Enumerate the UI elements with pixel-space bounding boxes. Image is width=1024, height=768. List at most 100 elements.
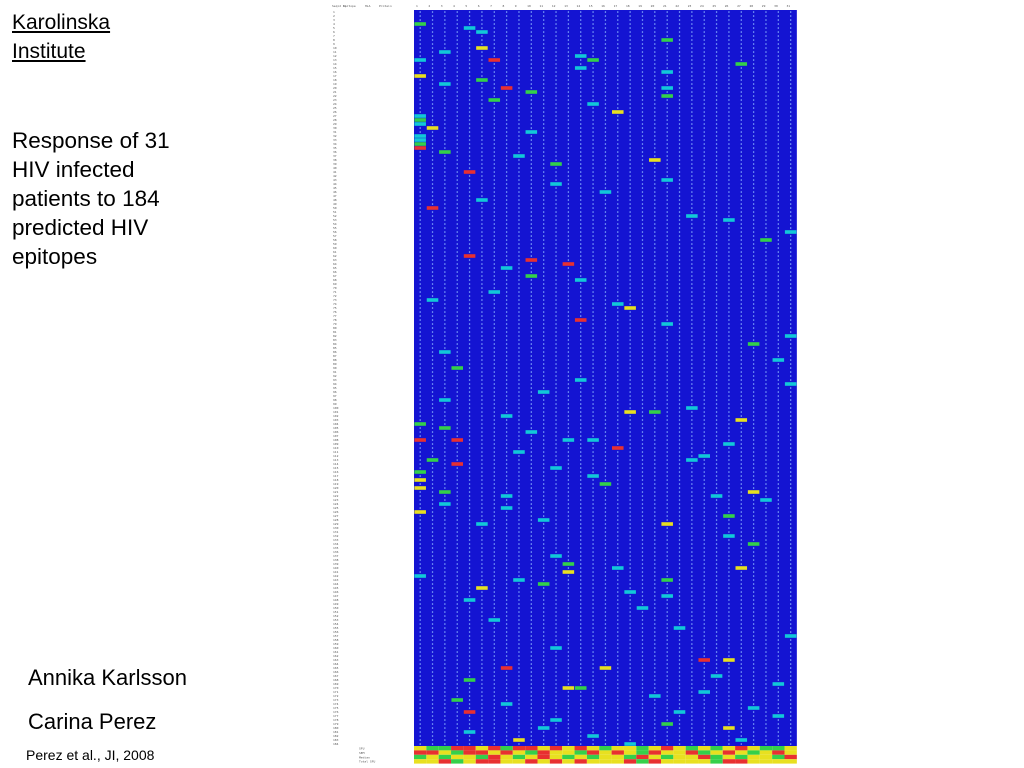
- negative-cell-dot: [641, 227, 644, 229]
- negative-cell-dot: [530, 59, 533, 61]
- negative-cell-dot: [481, 151, 483, 153]
- negative-cell-dot: [592, 711, 594, 713]
- negative-cell-dot: [530, 255, 533, 257]
- negative-cell-dot: [629, 63, 631, 65]
- negative-cell-dot: [654, 583, 656, 585]
- negative-cell-dot: [617, 15, 619, 17]
- negative-cell-dot: [493, 363, 496, 365]
- negative-cell-dot: [691, 183, 693, 185]
- negative-cell-dot: [728, 207, 730, 209]
- negative-cell-dot: [579, 475, 582, 477]
- negative-cell-dot: [530, 667, 533, 669]
- negative-cell-dot: [542, 675, 545, 677]
- negative-cell-dot: [691, 259, 693, 261]
- epitope-row-label: 30: [333, 126, 337, 130]
- negative-cell-dot: [530, 527, 533, 529]
- negative-cell-dot: [592, 567, 594, 569]
- negative-cell-dot: [629, 87, 631, 89]
- negative-cell-dot: [579, 399, 582, 401]
- negative-cell-dot: [666, 379, 668, 381]
- negative-cell-dot: [468, 691, 471, 693]
- negative-cell-dot: [468, 583, 471, 585]
- negative-cell-dot: [505, 455, 508, 457]
- negative-cell-dot: [431, 215, 434, 217]
- epitope-row-label: 53: [333, 218, 337, 222]
- epitope-row-label: 143: [333, 578, 339, 582]
- negative-cell-dot: [703, 679, 705, 681]
- negative-cell-dot: [641, 643, 644, 645]
- negative-cell-dot: [579, 231, 582, 233]
- negative-cell-dot: [493, 579, 496, 581]
- negative-cell-dot: [555, 399, 557, 401]
- negative-cell-dot: [468, 391, 471, 393]
- negative-cell-dot: [678, 675, 681, 677]
- negative-cell-dot: [567, 279, 570, 281]
- patient-label: 20: [651, 4, 655, 8]
- negative-cell-dot: [419, 27, 421, 29]
- negative-cell-dot: [691, 687, 693, 689]
- negative-cell-dot: [481, 263, 483, 265]
- negative-cell-dot: [444, 655, 446, 657]
- negative-cell-dot: [518, 119, 520, 121]
- negative-cell-dot: [419, 659, 421, 661]
- negative-cell-dot: [641, 347, 644, 349]
- negative-cell-dot: [518, 39, 520, 41]
- negative-cell-dot: [641, 615, 644, 617]
- negative-cell-dot: [629, 331, 631, 333]
- negative-cell-dot: [579, 623, 582, 625]
- institution-link[interactable]: Karolinska Institute: [12, 8, 110, 66]
- negative-cell-dot: [481, 443, 483, 445]
- negative-cell-dot: [579, 419, 582, 421]
- negative-cell-dot: [592, 371, 594, 373]
- negative-cell-dot: [691, 295, 693, 297]
- negative-cell-dot: [666, 531, 668, 533]
- negative-cell-dot: [691, 571, 693, 573]
- negative-cell-dot: [518, 191, 520, 193]
- negative-cell-dot: [604, 215, 607, 217]
- negative-cell-dot: [592, 195, 594, 197]
- negative-cell-dot: [666, 279, 668, 281]
- negative-cell-dot: [505, 603, 508, 605]
- negative-cell-dot: [481, 423, 483, 425]
- negative-cell-dot: [542, 563, 545, 565]
- negative-cell-dot: [691, 447, 693, 449]
- negative-cell-dot: [641, 671, 644, 673]
- negative-cell-dot: [629, 247, 631, 249]
- negative-cell-dot: [678, 339, 681, 341]
- negative-cell-dot: [567, 395, 570, 397]
- negative-cell-dot: [579, 387, 582, 389]
- negative-cell-dot: [493, 63, 496, 65]
- negative-cell-dot: [691, 575, 693, 577]
- negative-cell-dot: [728, 451, 730, 453]
- negative-cell-dot: [456, 19, 458, 21]
- negative-cell-dot: [456, 175, 458, 177]
- negative-cell-dot: [579, 455, 582, 457]
- negative-cell-dot: [530, 11, 533, 13]
- negative-cell-dot: [555, 67, 557, 69]
- negative-cell-dot: [654, 531, 656, 533]
- negative-cell-dot: [481, 339, 483, 341]
- negative-cell-dot: [592, 603, 594, 605]
- negative-cell-dot: [691, 371, 693, 373]
- negative-cell-dot: [419, 347, 421, 349]
- negative-cell-dot: [579, 507, 582, 509]
- negative-cell-dot: [666, 335, 668, 337]
- negative-cell-dot: [728, 75, 730, 77]
- negative-cell-dot: [629, 431, 631, 433]
- negative-cell-dot: [641, 295, 644, 297]
- epitope-row-label: 34: [333, 142, 337, 146]
- negative-cell-dot: [468, 87, 471, 89]
- negative-cell-dot: [629, 271, 631, 273]
- negative-cell-dot: [493, 15, 496, 17]
- negative-cell-dot: [579, 271, 582, 273]
- negative-cell-dot: [419, 647, 421, 649]
- negative-cell-dot: [468, 407, 471, 409]
- negative-cell-dot: [666, 571, 668, 573]
- negative-cell-dot: [419, 211, 421, 213]
- negative-cell-dot: [555, 159, 557, 161]
- negative-cell-dot: [666, 455, 668, 457]
- negative-cell-dot: [468, 367, 471, 369]
- negative-cell-dot: [505, 83, 508, 85]
- negative-cell-dot: [678, 231, 681, 233]
- negative-cell-dot: [691, 567, 693, 569]
